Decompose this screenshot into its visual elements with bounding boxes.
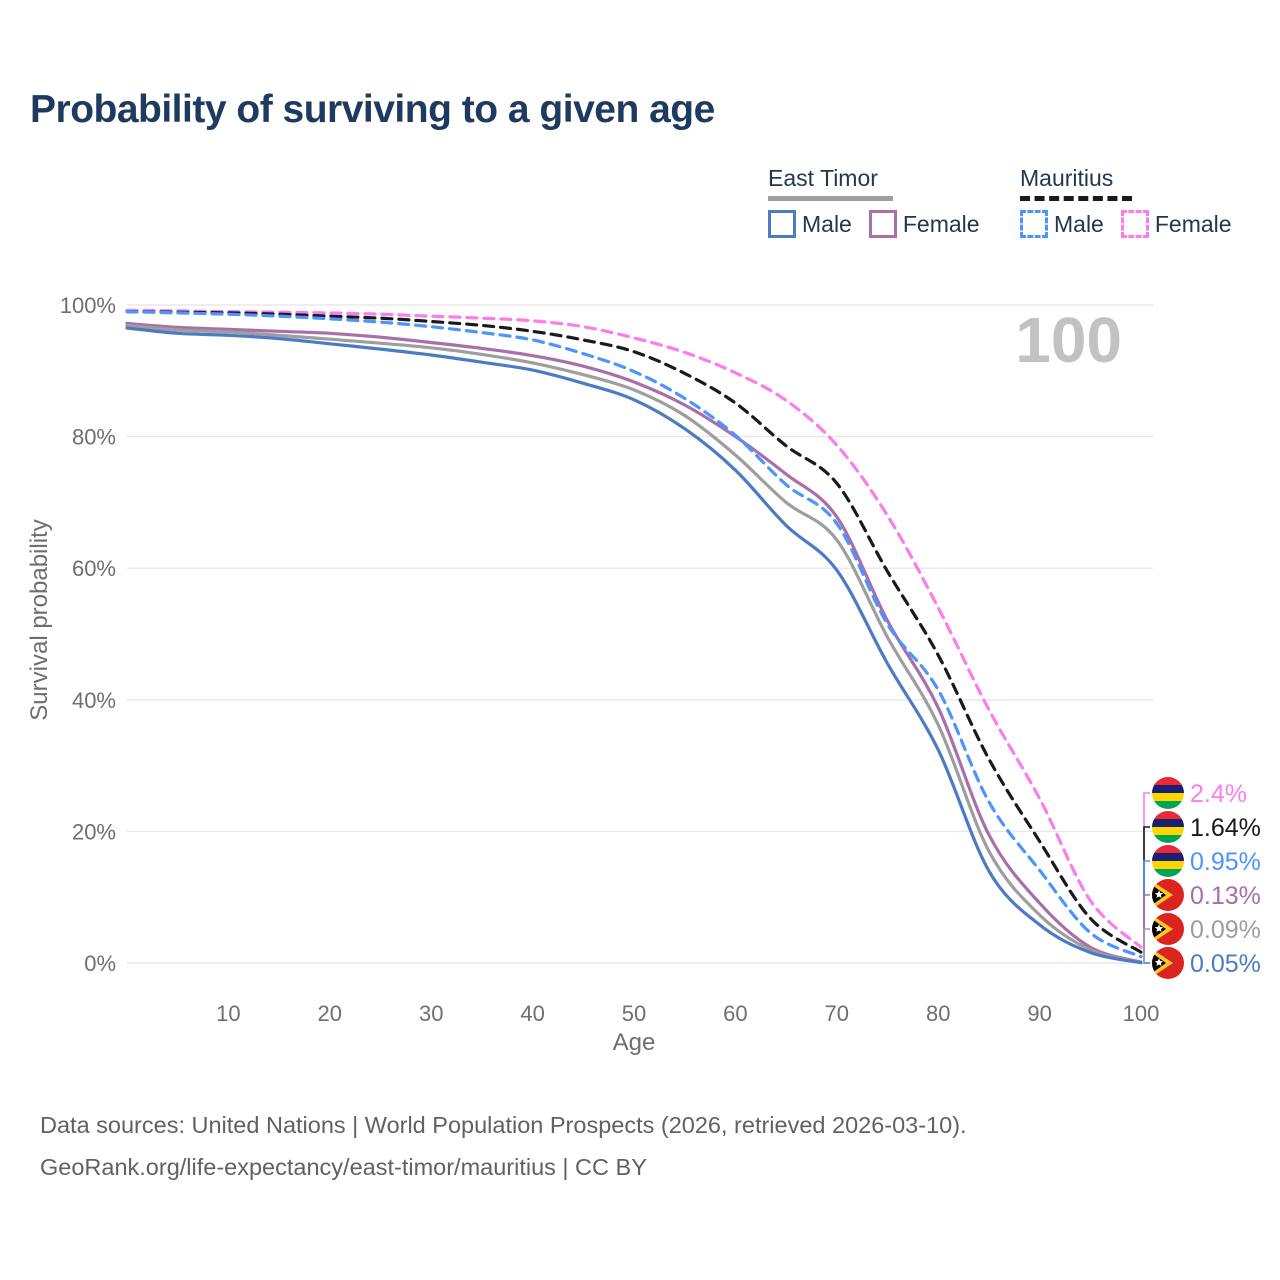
legend-group-title: East Timor <box>768 165 878 191</box>
legend-item-label: Male <box>802 210 852 237</box>
watermark-max-age: 100 <box>1015 304 1122 376</box>
legend-underline-dashed <box>1020 196 1132 201</box>
y-tick-label-80: 80% <box>72 425 116 450</box>
y-tick-label-40: 40% <box>72 688 116 713</box>
end-label-east-timor-male: 0.05% <box>1190 950 1261 978</box>
x-axis-title: Age <box>613 1029 656 1056</box>
end-label-mauritius-male: 0.95% <box>1190 848 1261 876</box>
x-tick-label-100: 100 <box>1123 1001 1160 1026</box>
legend-item-east-timor-female[interactable]: Female <box>868 210 980 238</box>
end-label-east-timor: 0.09% <box>1190 916 1261 944</box>
legend-group-title: Mauritius <box>1020 165 1114 191</box>
x-tick-label-50: 50 <box>622 1001 646 1026</box>
y-tick-label-0: 0% <box>84 951 116 976</box>
line-style-swatch <box>768 210 796 238</box>
legend-item-label: Female <box>1154 210 1232 237</box>
flag-mauritius-icon <box>1152 845 1184 877</box>
series-line-east-timor[interactable] <box>125 323 1143 964</box>
line-style-swatch <box>1120 210 1149 238</box>
flag-mauritius-icon <box>1152 811 1184 843</box>
y-tick-label-60: 60% <box>72 556 116 581</box>
flag-mauritius-icon <box>1152 777 1184 809</box>
end-label-mauritius: 1.64% <box>1190 814 1261 842</box>
end-label-connector-mauritius-male <box>1143 860 1150 957</box>
attribution-line: GeoRank.org/life-expectancy/east-timor/m… <box>40 1154 647 1180</box>
series-line-mauritius-female[interactable] <box>125 308 1143 949</box>
legend-item-mauritius-female[interactable]: Female <box>1120 210 1232 238</box>
x-tick-label-40: 40 <box>520 1001 544 1026</box>
y-axis-title: Survival probability <box>26 519 53 720</box>
legend-item-mauritius-male[interactable]: Male <box>1020 210 1104 238</box>
series-line-east-timor-male[interactable] <box>125 326 1143 965</box>
x-tick-label-90: 90 <box>1027 1001 1051 1026</box>
series-line-mauritius[interactable] <box>125 310 1143 954</box>
x-tick-label-30: 30 <box>419 1001 443 1026</box>
flag-east-timor-icon <box>1152 913 1184 945</box>
x-tick-label-20: 20 <box>318 1001 342 1026</box>
flag-east-timor-icon <box>1152 947 1184 979</box>
series-line-mauritius-male[interactable] <box>125 310 1143 959</box>
end-label-east-timor-female: 0.13% <box>1190 882 1261 910</box>
legend-item-label: Female <box>902 210 980 237</box>
line-style-swatch <box>1020 210 1048 238</box>
legend-item-label: Male <box>1054 210 1104 237</box>
legend-underline-solid <box>768 196 893 201</box>
y-tick-label-20: 20% <box>72 819 116 844</box>
x-tick-label-10: 10 <box>216 1001 240 1026</box>
y-tick-label-100: 100% <box>60 293 116 318</box>
legend-group-east-timor: East Timor Male Female <box>768 165 980 238</box>
x-tick-label-70: 70 <box>825 1001 849 1026</box>
series-line-east-timor-female[interactable] <box>125 321 1143 964</box>
x-tick-label-80: 80 <box>926 1001 950 1026</box>
footer: Data sources: United Nations | World Pop… <box>40 1104 967 1188</box>
data-sources-line: Data sources: United Nations | World Pop… <box>40 1112 967 1138</box>
legend-item-east-timor-male[interactable]: Male <box>768 210 852 238</box>
line-style-swatch <box>868 210 897 238</box>
legend-group-mauritius: Mauritius Male Female <box>1020 165 1232 238</box>
end-label-connector-mauritius-female <box>1143 792 1150 948</box>
end-label-connector-mauritius <box>1143 826 1150 953</box>
x-tick-label-60: 60 <box>723 1001 747 1026</box>
page-title: Probability of surviving to a given age <box>30 88 715 131</box>
end-label-connector-east-timor <box>1143 928 1150 963</box>
end-label-mauritius-female: 2.4% <box>1190 780 1247 808</box>
flag-east-timor-icon <box>1152 879 1184 911</box>
